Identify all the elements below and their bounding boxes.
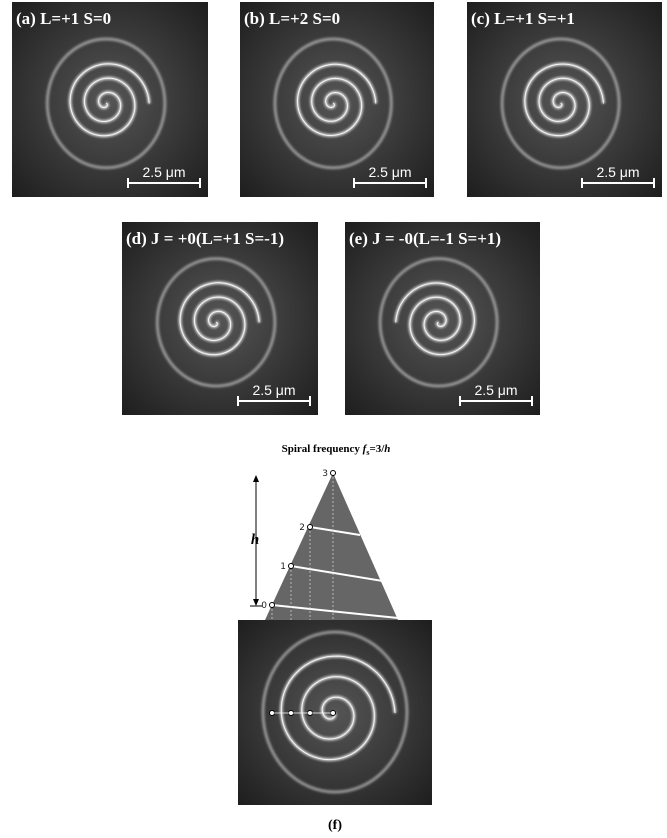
diagram-title: Spiral frequency fs=3/h	[282, 443, 391, 457]
level-label: 0	[261, 601, 267, 611]
panel-label: (b) L=+2 S=0	[244, 9, 340, 28]
height-label: h	[251, 532, 259, 548]
level-label: 3	[322, 469, 328, 479]
panel: (b) L=+2 S=0 2.5 μm	[240, 2, 434, 197]
scale-label: 2.5 μm	[596, 164, 639, 180]
panel-label: (d) J = +0(L=+1 S=-1)	[126, 229, 284, 248]
panel-label: (a) L=+1 S=0	[16, 9, 111, 28]
figure: (a) L=+1 S=02.5 μm(b) L=+2 S=02.5 μm(c) …	[0, 0, 667, 838]
panel-label: (c) L=+1 S=+1	[471, 9, 575, 28]
arrow-head	[253, 475, 259, 482]
level-label: 1	[280, 562, 286, 572]
level-point	[308, 525, 313, 530]
cone	[265, 473, 398, 620]
panel-label: (e) J = -0(L=-1 S=+1)	[349, 229, 501, 248]
panel: (a) L=+1 S=0 2.5 μm	[12, 2, 208, 197]
scale-label: 2.5 μm	[474, 382, 517, 398]
panel: (c) L=+1 S=+1 2.5 μm	[467, 2, 662, 197]
caption: (f)	[328, 818, 342, 833]
level-label: 2	[299, 523, 305, 533]
level-point	[270, 603, 275, 608]
level-point	[289, 564, 294, 569]
scale-label: 2.5 μm	[252, 382, 295, 398]
panel: (e) J = -0(L=-1 S=+1) 2.5 μm	[345, 222, 540, 415]
scale-label: 2.5 μm	[368, 164, 411, 180]
panel: (d) J = +0(L=+1 S=-1) 2.5 μm	[122, 222, 318, 415]
arrow-head	[253, 599, 259, 606]
level-point	[331, 471, 336, 476]
scale-label: 2.5 μm	[142, 164, 185, 180]
